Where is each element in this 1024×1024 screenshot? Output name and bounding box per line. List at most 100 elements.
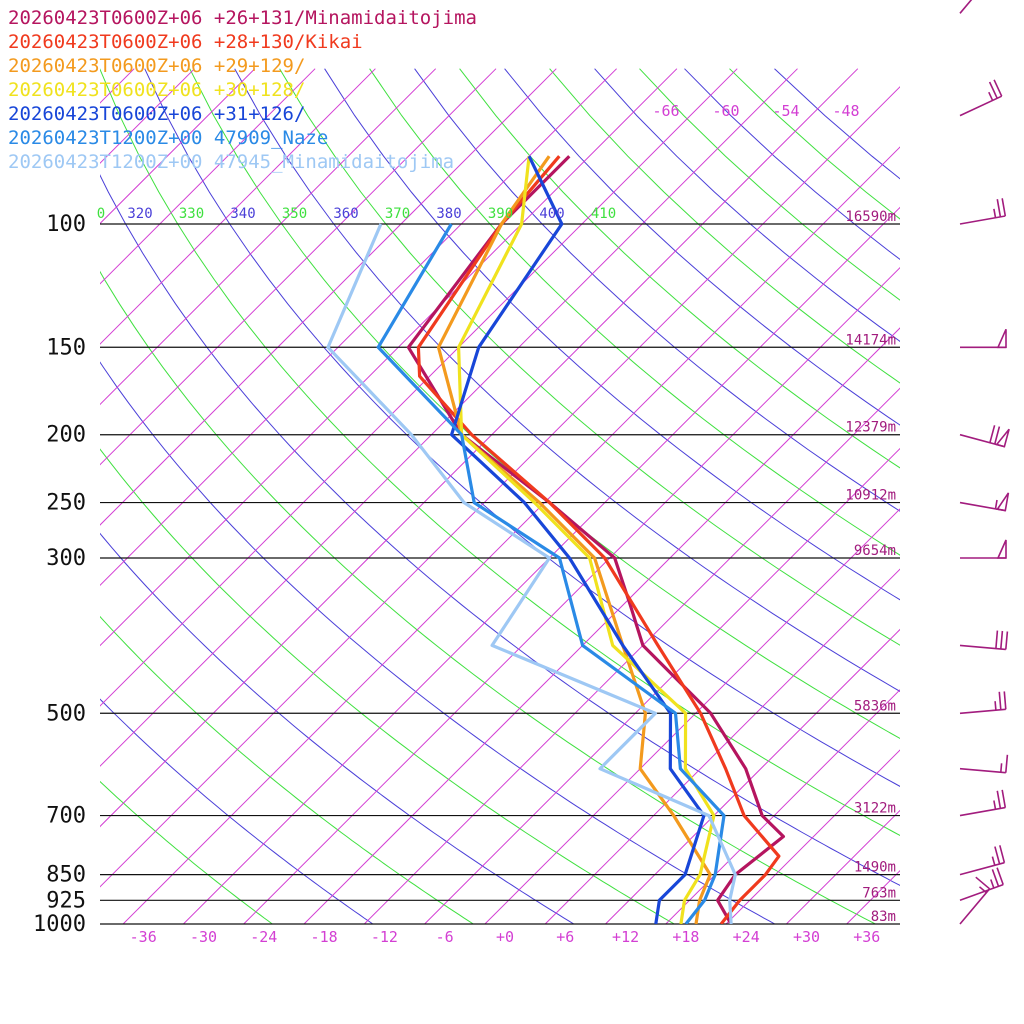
pressure-label: 500 xyxy=(46,701,86,726)
height-label: 16590m xyxy=(845,209,896,225)
pressure-label: 700 xyxy=(46,804,86,829)
wind-barb-flag xyxy=(996,199,1002,218)
upper-temperature-tick-label: -66 xyxy=(652,102,679,120)
temperature-tick-label: -30 xyxy=(190,928,217,946)
theta-line xyxy=(100,532,575,924)
theta-label: 390 xyxy=(488,206,513,222)
wind-barb-flag xyxy=(1001,789,1007,808)
theta-label: 380 xyxy=(436,206,461,222)
wind-barb-flag xyxy=(1001,198,1007,217)
temperature-tick-label: -24 xyxy=(250,928,277,946)
theta-line xyxy=(414,68,900,512)
profile-line xyxy=(416,155,781,924)
isotherm-line xyxy=(665,689,900,924)
legend-entry: 20260423T0600Z+06 +30+128/ xyxy=(8,79,305,101)
isobar-lines xyxy=(100,223,900,925)
isotherm-line xyxy=(100,68,617,587)
theta-line xyxy=(549,68,900,384)
wind-barb-staff xyxy=(959,215,1006,225)
theta-label: 410 xyxy=(591,206,616,222)
wind-barb-flag xyxy=(989,425,996,443)
theta-line xyxy=(504,68,900,426)
upper-temperature-tick-label: -60 xyxy=(712,102,739,120)
temperature-tick-label: +24 xyxy=(733,928,760,946)
wind-barb xyxy=(959,630,1009,651)
pressure-label: 1000 xyxy=(33,912,86,937)
profile-line xyxy=(406,155,785,924)
height-label: 763m xyxy=(862,885,896,901)
height-label: 3122m xyxy=(854,801,896,817)
pressure-label: 850 xyxy=(46,863,86,888)
wind-barb-flag xyxy=(996,867,1004,885)
theta-label: 0 xyxy=(97,206,105,222)
profile-line xyxy=(450,155,706,924)
legend-entry: 20260423T1200Z+00 47945_Minamidaitojima xyxy=(8,151,454,173)
pressure-label: 250 xyxy=(46,491,86,516)
wind-barb-half-flag xyxy=(990,879,995,889)
theta-line xyxy=(100,361,776,924)
isotherm-line xyxy=(100,68,738,707)
theta-label: 370 xyxy=(385,206,410,222)
legend-entry: 20260423T0600Z+06 +31+126/ xyxy=(8,103,305,125)
theta-label: 320 xyxy=(127,206,152,222)
theta-label: 360 xyxy=(333,206,358,222)
wind-barb-staff xyxy=(959,806,1006,817)
isotherm-line xyxy=(100,68,678,647)
profile-series xyxy=(326,155,785,924)
wind-barb-flag xyxy=(991,869,1000,887)
theta-line xyxy=(100,270,876,924)
wind-barb-pennant xyxy=(996,328,1007,349)
background-grid xyxy=(0,68,900,924)
theta-label: 340 xyxy=(230,206,255,222)
isotherm-line xyxy=(100,68,557,526)
wind-barb-staff xyxy=(959,644,1006,651)
legend-entry: 20260423T0600Z+06 +26+131/Minamidaitojim… xyxy=(8,7,477,29)
wind-barb-flag xyxy=(1000,630,1004,650)
pressure-label: 200 xyxy=(46,423,86,448)
wind-barb-flag xyxy=(1005,754,1009,773)
theta-line xyxy=(234,68,900,692)
height-label: 12379m xyxy=(845,420,896,436)
temperature-tick-label: -12 xyxy=(371,928,398,946)
height-label: 9654m xyxy=(854,543,896,559)
wind-barb-half-flag xyxy=(993,208,997,218)
legend-entry: 20260423T1200Z+00 47909_Naze xyxy=(8,127,328,149)
theta-line xyxy=(324,68,900,601)
wind-barb-flag xyxy=(999,845,1006,863)
wind-barb-flag xyxy=(993,79,1003,97)
wind-barb-staff xyxy=(959,95,1003,117)
wind-barb xyxy=(959,425,1010,448)
isotherm-line xyxy=(183,206,900,924)
wind-barb-staff xyxy=(959,0,973,14)
wind-barb-flag xyxy=(994,426,1001,445)
wind-barb-flag xyxy=(995,630,999,649)
theta-line xyxy=(100,615,474,924)
wind-barb xyxy=(960,539,1007,559)
wind-barb-flag xyxy=(998,691,1002,710)
theta-line xyxy=(100,698,374,924)
isotherm-line xyxy=(0,69,14,924)
wind-barb-staff xyxy=(959,883,1004,902)
wind-barb-flag xyxy=(994,846,1001,865)
isotherm-line xyxy=(100,68,497,466)
theta-line xyxy=(100,68,900,836)
temperature-tick-label: +30 xyxy=(793,928,820,946)
wind-barb-flag xyxy=(975,876,991,890)
upper-temperature-tick-label: -54 xyxy=(772,102,799,120)
temperature-tick-label: +18 xyxy=(672,928,699,946)
isotherm-line xyxy=(100,68,256,225)
isotherm-line xyxy=(122,146,900,924)
theta-label: 350 xyxy=(282,206,307,222)
profile-line xyxy=(376,223,726,924)
pressure-label: 150 xyxy=(46,335,86,360)
wind-barb-flag xyxy=(1005,631,1009,650)
wind-barb-staff xyxy=(959,767,1006,774)
legend: 20260423T0600Z+06 +26+131/Minamidaitojim… xyxy=(8,7,477,173)
wind-barb-half-flag xyxy=(1000,763,1003,773)
theta-line xyxy=(100,780,273,924)
wind-barb-pennant xyxy=(996,539,1007,559)
theta-line xyxy=(639,68,900,301)
isotherm-line xyxy=(424,447,900,924)
theta-line xyxy=(100,448,675,924)
